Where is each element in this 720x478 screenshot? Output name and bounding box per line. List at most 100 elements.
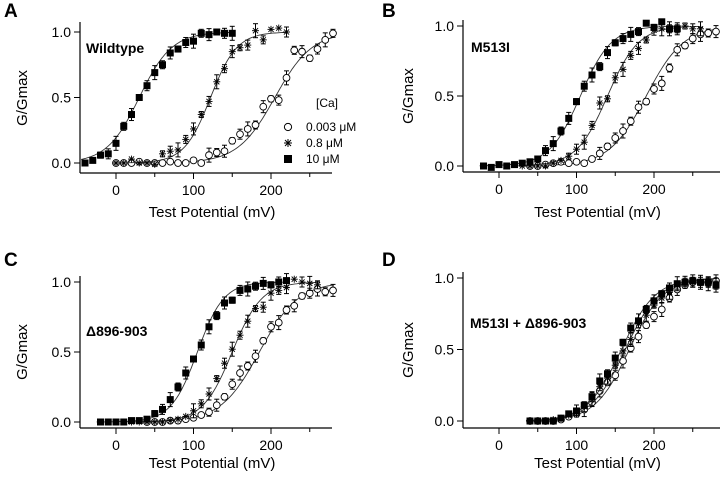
legend-entry: 10 μM: [284, 152, 340, 166]
series-filled-square: [81, 25, 236, 167]
x-tick-label: 0: [495, 181, 503, 197]
x-axis-title: Test Potential (mV): [149, 204, 276, 221]
data-point: [564, 159, 573, 168]
data-point: [480, 162, 487, 170]
data-point: [174, 159, 182, 167]
data-point: [282, 73, 291, 82]
x-axis-title: Test Potential (mV): [534, 455, 661, 472]
x-tick-label: 200: [259, 437, 283, 453]
data-point: [642, 97, 651, 106]
y-tick-label: 0.5: [52, 344, 72, 360]
data-point: [197, 159, 206, 167]
data-point: [487, 163, 495, 171]
panel-label-a: A: [4, 1, 18, 22]
data-point: [650, 312, 658, 321]
data-point: [329, 286, 337, 295]
x-tick-label: 100: [182, 182, 206, 198]
data-point: [274, 318, 283, 327]
data-point: [588, 155, 596, 163]
series-filled-square: [479, 18, 681, 171]
legend-entry: 0.8 μM: [284, 136, 343, 150]
data-point: [220, 392, 229, 401]
data-point: [627, 30, 635, 38]
data-point: [619, 65, 627, 73]
data-point: [666, 284, 673, 292]
data-point: [213, 78, 221, 86]
data-point: [611, 74, 619, 82]
data-point: [526, 158, 534, 166]
data-point: [267, 25, 275, 33]
fit-curve: [96, 281, 288, 423]
y-tick-label: 1.0: [435, 18, 455, 34]
y-axis-title: G/Gmax: [400, 322, 417, 378]
data-point: [174, 415, 182, 423]
data-point: [313, 45, 322, 53]
data-point: [604, 49, 611, 57]
data-point: [666, 25, 673, 33]
data-point: [596, 99, 604, 107]
panel-label-d: D: [382, 250, 396, 271]
data-point: [658, 290, 666, 298]
data-point: [166, 147, 174, 155]
data-point: [665, 64, 674, 72]
x-axis-title: Test Potential (mV): [534, 204, 661, 221]
data-point: [104, 150, 112, 158]
data-point: [166, 396, 174, 404]
data-point: [642, 19, 650, 27]
data-point: [213, 312, 221, 320]
data-point: [205, 151, 213, 159]
panel-title: M513I: [471, 39, 510, 55]
data-point: [274, 96, 283, 104]
data-point: [197, 29, 205, 37]
data-point: [642, 36, 650, 44]
data-point: [128, 417, 135, 425]
data-point: [658, 18, 666, 26]
series-filled-square: [96, 273, 290, 426]
data-point: [213, 375, 221, 383]
data-point: [205, 408, 213, 417]
data-point: [182, 135, 190, 143]
legend-label: 0.8 μM: [306, 136, 343, 150]
data-point: [104, 418, 112, 426]
data-point: [143, 82, 151, 90]
data-point: [174, 146, 182, 154]
data-point: [221, 359, 228, 367]
data-point: [259, 102, 268, 111]
data-point: [259, 279, 267, 287]
data-point: [151, 418, 159, 426]
panel-label-c: C: [4, 250, 18, 271]
data-point: [580, 401, 588, 409]
fit-curve: [112, 36, 334, 164]
data-point: [283, 28, 290, 36]
data-point: [635, 44, 642, 52]
axes: 0.0 0.5 1.0 0 100 200 Test Potential (mV) G/Gma…: [400, 18, 720, 221]
x-tick-label: 0: [495, 437, 503, 453]
data-point: [205, 390, 213, 398]
data-point: [596, 377, 604, 385]
data-point: [611, 39, 619, 47]
series-asterisk: [112, 23, 290, 168]
data-point: [205, 323, 213, 331]
y-tick-label: 1.0: [52, 274, 72, 290]
data-point: [697, 278, 704, 286]
data-point: [282, 306, 291, 314]
fit-curve: [526, 278, 717, 421]
data-point: [182, 369, 190, 377]
data-point: [252, 27, 259, 35]
panel-title: Δ896-903: [86, 323, 148, 339]
x-tick-label: 200: [642, 437, 666, 453]
data-point: [228, 136, 237, 145]
legend-entry: 0.003 μM: [283, 120, 356, 134]
data-point: [228, 29, 236, 37]
data-point: [143, 415, 151, 423]
data-point: [573, 98, 580, 106]
data-point: [120, 159, 128, 167]
x-tick-label: 200: [259, 182, 283, 198]
data-point: [190, 125, 197, 133]
data-point: [565, 410, 573, 418]
data-point: [542, 162, 549, 170]
data-point: [689, 25, 697, 33]
panel-a: A Wildtype 0.0 0.5 1.0 0 100 200 Test Potentia…: [4, 1, 337, 221]
data-point: [688, 34, 697, 43]
series-asterisk: [526, 275, 720, 425]
